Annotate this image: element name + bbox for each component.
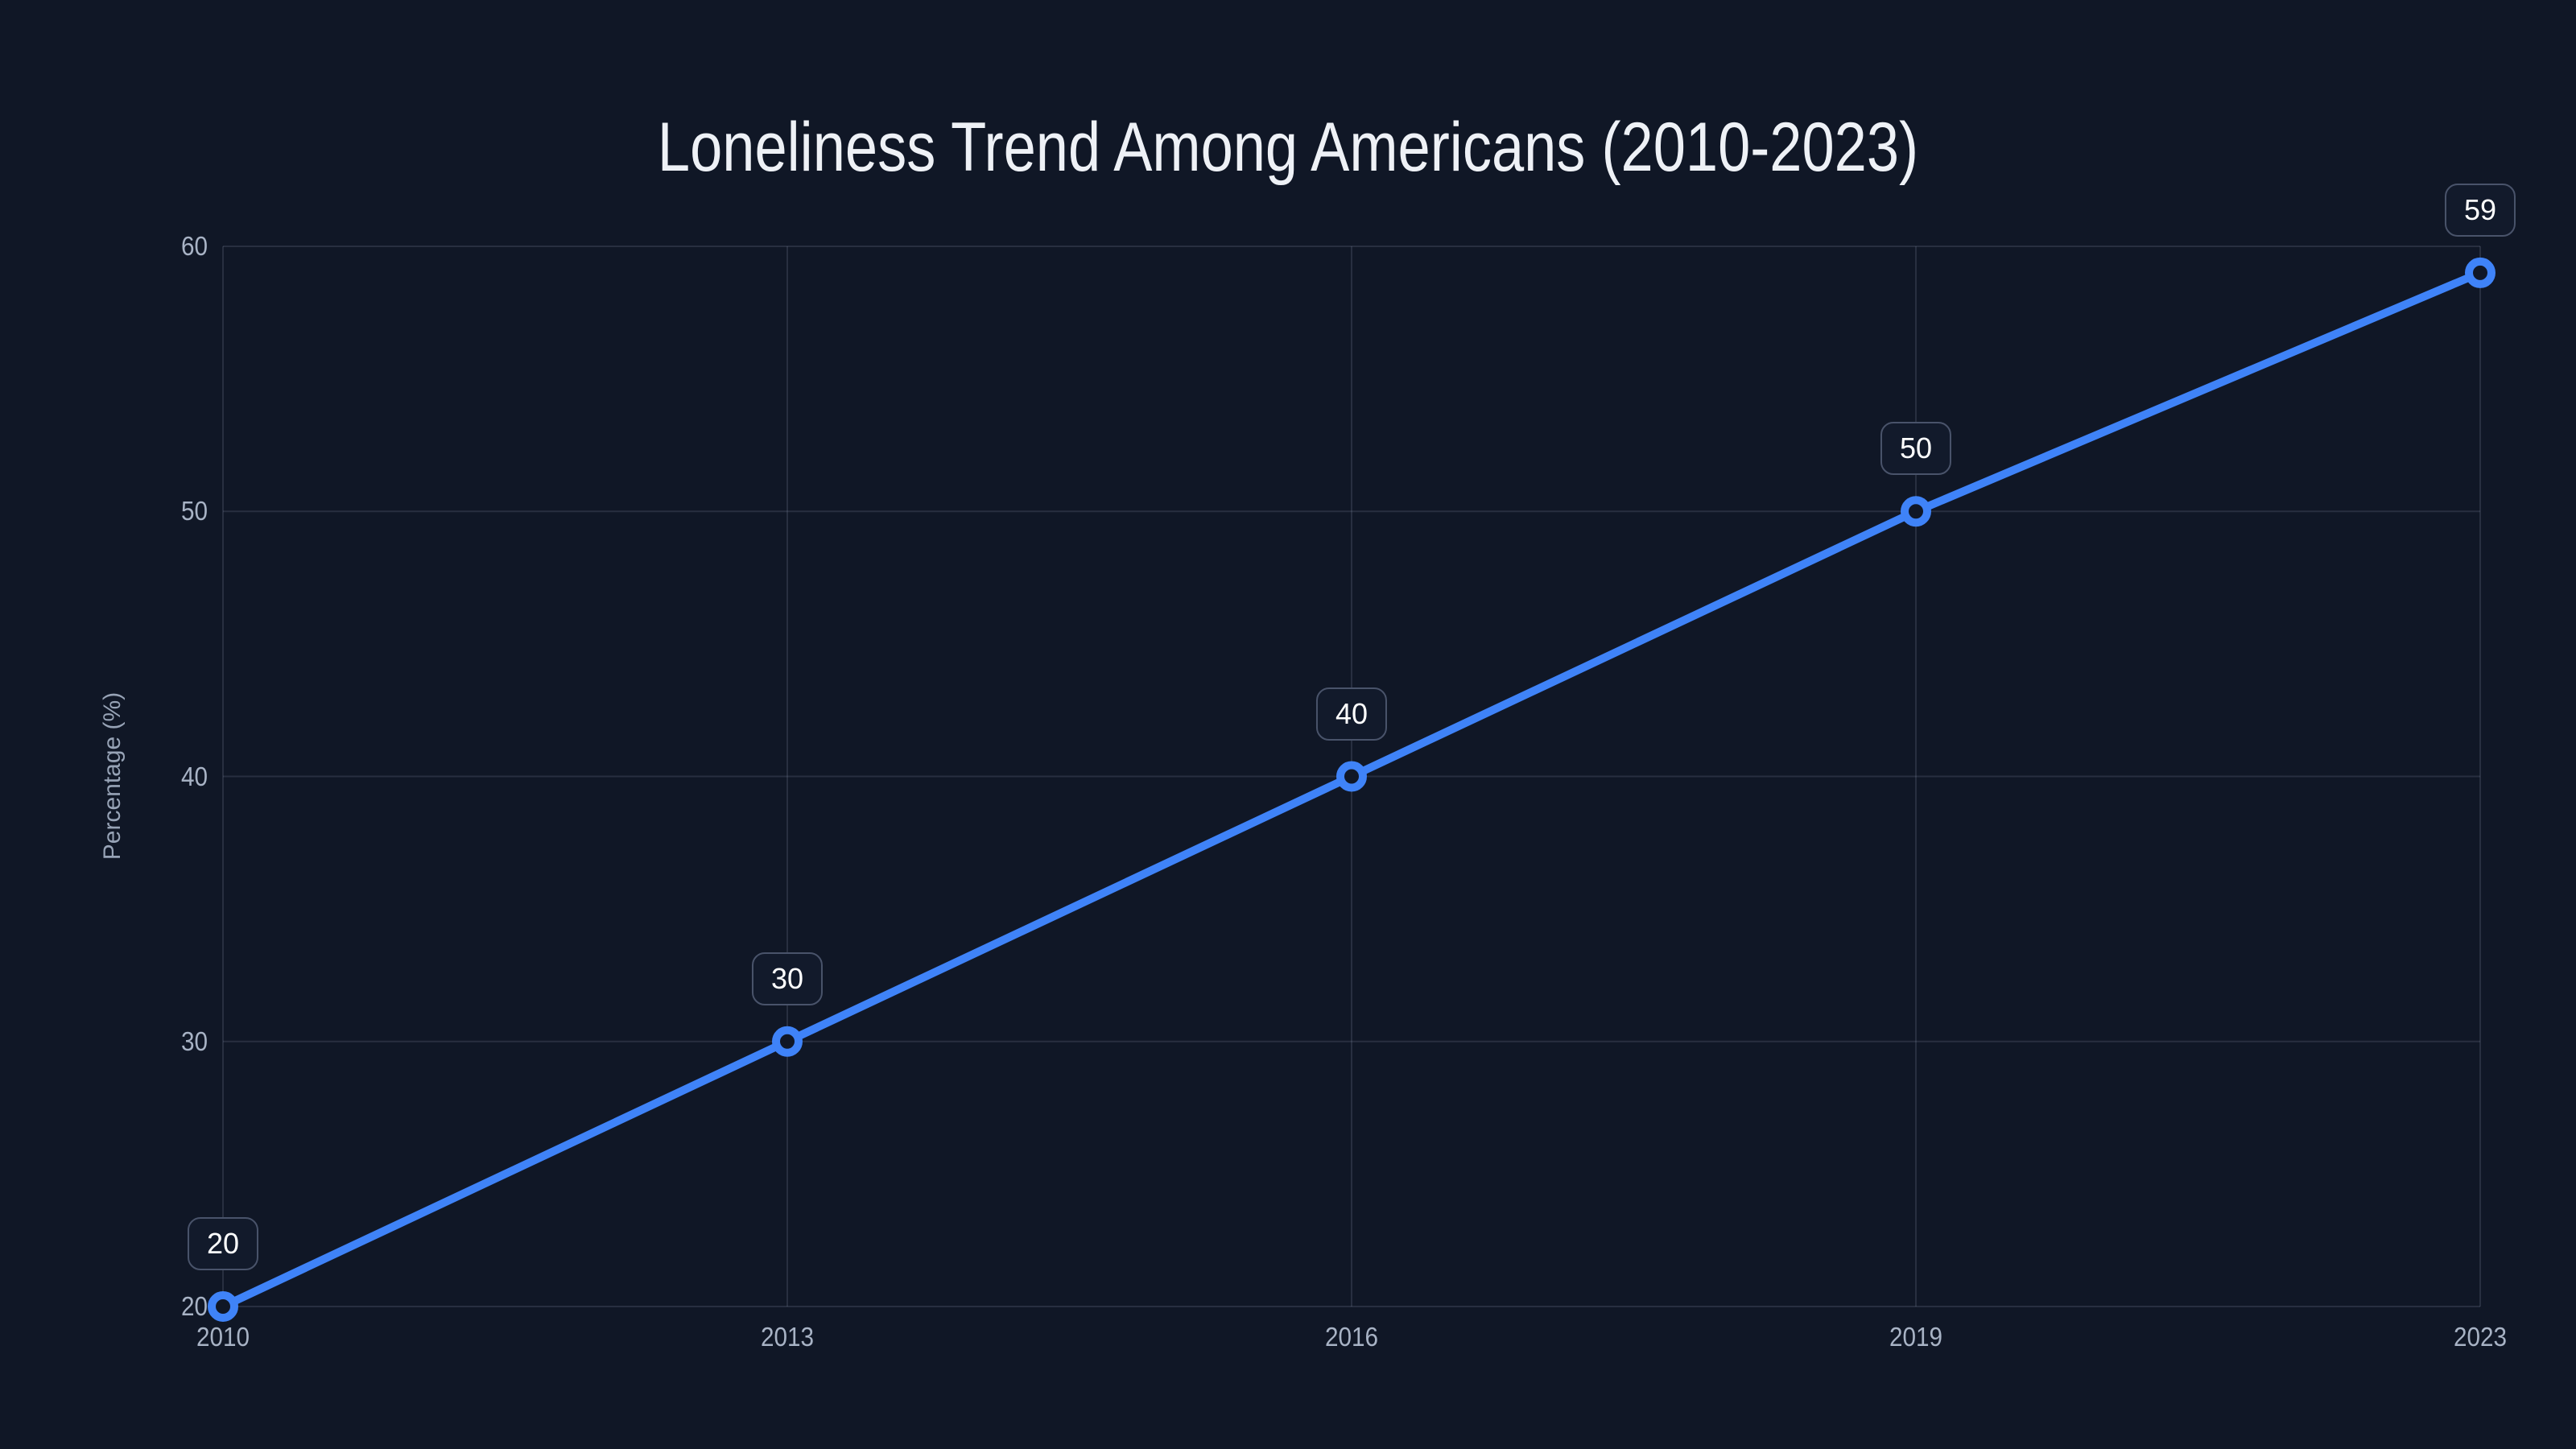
data-label-badge: 20 [187,1217,259,1270]
data-point-marker[interactable] [1901,496,1931,527]
y-axis-title: Percentage (%) [99,691,126,861]
data-label-badge: 40 [1315,687,1388,741]
x-tick-label: 2013 [760,1322,815,1352]
x-tick-label: 2016 [1324,1322,1379,1352]
x-tick-label: 2019 [1889,1322,1943,1352]
x-tick-label: 2023 [2453,1322,2508,1352]
y-tick-label: 40 [180,761,208,791]
data-label-badge: 50 [1880,422,1952,476]
y-tick-label: 20 [180,1291,208,1321]
y-tick-label: 60 [180,231,208,261]
data-point-marker[interactable] [772,1026,803,1057]
y-tick-label: 50 [180,496,208,526]
data-point-marker[interactable] [2465,257,2496,288]
data-label-badge: 30 [751,952,824,1005]
data-point-marker[interactable] [1336,761,1367,792]
data-point-markers [208,257,2496,1322]
y-tick-label: 30 [180,1026,208,1056]
data-label-badge: 59 [2444,183,2516,237]
data-point-marker[interactable] [208,1291,238,1322]
x-tick-label: 2010 [196,1322,250,1352]
chart-title: Loneliness Trend Among Americans (2010-2… [657,109,1919,186]
